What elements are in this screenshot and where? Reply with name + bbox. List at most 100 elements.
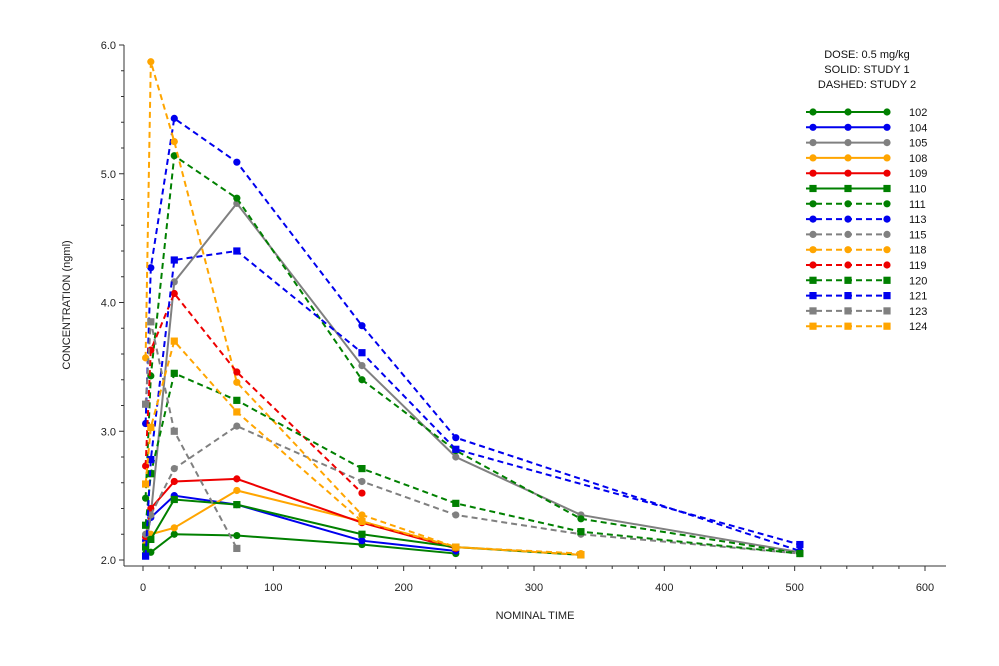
series-line-102 [145, 533, 456, 555]
legend-item-121: 121 [806, 291, 927, 303]
data-point-120 [452, 499, 460, 507]
legend-label: 105 [909, 138, 927, 150]
plot-area [142, 58, 804, 560]
data-point-121 [147, 455, 155, 464]
series-105 [142, 199, 804, 556]
legend-item-124: 124 [806, 321, 927, 333]
legend-marker [809, 139, 817, 147]
data-point-105 [452, 453, 460, 461]
legend-label: 108 [909, 153, 927, 165]
legend-marker [809, 169, 817, 177]
x-tick-label: 400 [655, 582, 673, 594]
legend-marker [844, 154, 852, 162]
data-point-110 [233, 501, 241, 509]
series-118 [142, 58, 585, 558]
legend-marker [809, 261, 817, 269]
series-113 [142, 114, 804, 555]
data-point-118 [170, 137, 178, 146]
data-point-119 [142, 462, 150, 470]
legend-label: 121 [909, 291, 927, 303]
legend-item-115: 115 [806, 229, 927, 241]
data-point-113 [452, 434, 460, 442]
data-point-124 [577, 551, 585, 559]
data-point-123 [233, 544, 241, 553]
data-point-124 [233, 408, 241, 416]
data-point-111 [233, 194, 241, 202]
data-point-102 [233, 531, 241, 540]
data-point-111 [170, 152, 178, 160]
axes [123, 45, 946, 567]
legend-item-110: 110 [806, 184, 927, 196]
legend-label: 120 [909, 275, 927, 287]
data-point-121 [142, 552, 150, 560]
data-point-102 [170, 530, 178, 538]
data-point-124 [358, 517, 366, 525]
y-tick-label: 5.0 [101, 169, 116, 181]
legend-marker [809, 123, 817, 131]
data-point-120 [358, 464, 366, 473]
note-dashed-study: DASHED: STUDY 2 [818, 79, 916, 91]
data-point-120 [170, 369, 178, 377]
x-tick-label: 0 [140, 582, 146, 594]
data-point-124 [142, 480, 150, 488]
data-point-119 [358, 489, 366, 497]
legend-label: 111 [909, 199, 926, 211]
x-axis-title: NOMINAL TIME [496, 610, 575, 622]
legend-item-104: 104 [806, 122, 927, 134]
series-123 [142, 318, 241, 553]
y-tick-label: 2.0 [101, 555, 116, 567]
x-tick-label: 600 [916, 582, 934, 594]
data-point-120 [233, 396, 241, 404]
legend-label: 109 [909, 168, 927, 180]
legend-item-123: 123 [806, 306, 927, 318]
x-tick-label: 100 [264, 582, 282, 594]
series-line-109 [144, 477, 457, 550]
data-point-118 [233, 378, 241, 386]
series-line-111 [144, 153, 801, 555]
legend-marker [883, 261, 891, 269]
legend-marker [883, 184, 891, 193]
legend-marker [809, 322, 817, 330]
series-line-104 [144, 494, 456, 552]
legend-marker [883, 169, 891, 177]
legend-label: 123 [909, 306, 927, 318]
legend-marker [809, 184, 817, 193]
x-tick-label: 300 [525, 582, 543, 594]
series-124 [142, 337, 585, 559]
series-line-115 [144, 424, 800, 555]
data-point-110 [170, 495, 178, 504]
legend-marker [809, 307, 817, 315]
data-point-109 [233, 475, 241, 483]
legend-label: 113 [909, 214, 927, 226]
note-solid-study: SOLID: STUDY 1 [824, 64, 909, 76]
legend-item-113: 113 [806, 214, 927, 226]
data-point-113 [233, 158, 241, 166]
data-point-120 [142, 521, 150, 529]
legend-marker [844, 108, 852, 116]
series-121 [142, 247, 804, 560]
legend-item-118: 118 [806, 245, 927, 257]
series-111 [142, 152, 804, 558]
data-point-111 [577, 515, 585, 523]
data-point-120 [577, 528, 585, 536]
y-tick-label: 6.0 [101, 40, 116, 52]
axis-ticks: 0 100 200 300 400 500 600 2.0 3.0 4.0 5.0 6.0 [101, 40, 934, 594]
legend-marker [809, 108, 817, 116]
data-point-104 [358, 537, 366, 545]
series-line-105 [144, 201, 801, 554]
data-point-121 [452, 445, 460, 453]
legend-marker [809, 276, 817, 284]
data-point-113 [358, 322, 366, 330]
data-point-108 [170, 524, 178, 532]
legend-item-120: 120 [806, 275, 927, 287]
legend-marker [844, 200, 852, 208]
legend-marker [844, 246, 852, 254]
data-point-110 [358, 530, 366, 538]
data-point-115 [452, 511, 460, 519]
legend-marker [844, 184, 852, 193]
data-point-115 [233, 422, 241, 430]
legend-label: 119 [909, 260, 927, 272]
series-line-113 [144, 116, 801, 552]
data-point-123 [142, 400, 150, 408]
